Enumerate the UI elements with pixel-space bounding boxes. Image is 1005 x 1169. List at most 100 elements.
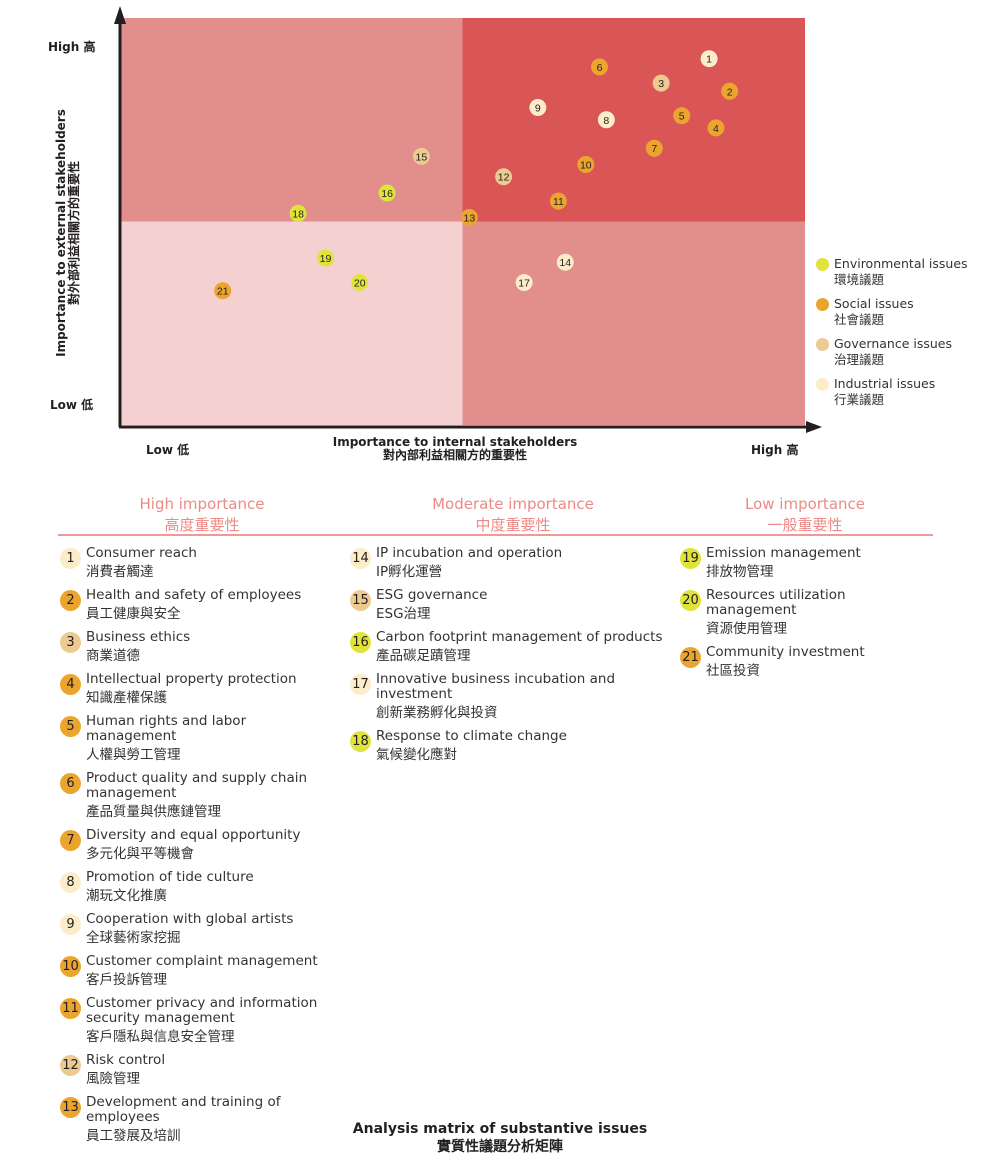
issue-text: Consumer reach 消費者觸達 [86, 546, 197, 580]
issue-name-en: Risk control [86, 1052, 166, 1068]
issue-item-11: 11 Customer privacy and information secur… [60, 996, 340, 1045]
issue-text: Cooperation with global artists 全球藝術家挖掘 [86, 912, 293, 946]
y-tick-high: High 高 [48, 40, 96, 54]
issue-name-zh: 產品碳足蹟管理 [376, 648, 471, 664]
data-point-marker [556, 253, 574, 271]
issue-name-en: Promotion of tide culture [86, 869, 254, 885]
data-point-label: 8 [603, 115, 609, 127]
issue-name-zh: 排放物管理 [706, 564, 774, 580]
data-point-marker [577, 156, 595, 174]
data-point-2: 2 [721, 82, 739, 100]
data-point-label: 3 [658, 78, 664, 90]
data-point-marker [412, 147, 430, 165]
issue-number-badge: 13 [60, 1097, 81, 1118]
issue-name-en: Community investment [706, 644, 865, 660]
issue-text: Resources utilization management 資源使用管理 [706, 588, 940, 637]
column-title-en: Low importance [744, 495, 865, 513]
legend-item-industrial: Industrial issues 行業議題 [816, 376, 968, 408]
column-title-zh: 一般重要性 [767, 516, 843, 534]
issue-item-6: 6 Product quality and supply chain manage… [60, 771, 340, 820]
issue-text: Human rights and labor management 人權與勞工管理 [86, 714, 340, 763]
figure-caption: Analysis matrix of substantive issues 實質… [300, 1120, 700, 1156]
issue-item-14: 14 IP incubation and operation IP孵化運營 [350, 546, 680, 580]
issue-number-badge: 6 [60, 773, 81, 794]
issue-item-21: 21 Community investment 社區投資 [680, 645, 940, 679]
column-title-zh: 高度重要性 [164, 516, 240, 534]
issue-name-zh: 產品質量與供應鏈管理 [86, 804, 221, 820]
x-axis-label: Importance to internal stakeholders 對內部利… [300, 436, 610, 462]
data-point-5: 5 [673, 107, 691, 125]
issue-name-zh: 創新業務孵化與投資 [376, 705, 498, 721]
issue-item-2: 2 Health and safety of employees 員工健康與安全 [60, 588, 340, 622]
data-point-4: 4 [707, 119, 725, 137]
data-point-label: 15 [416, 151, 428, 163]
issue-number-badge: 4 [60, 674, 81, 695]
data-point-marker [351, 274, 369, 292]
column-title-en: High importance [139, 495, 265, 513]
issue-name-en: Customer complaint management [86, 953, 318, 969]
issue-number-badge: 2 [60, 590, 81, 611]
column-header-moderate: Moderate importance 中度重要性 [393, 494, 633, 536]
legend-label: Governance issues 治理議題 [834, 336, 953, 367]
issue-item-10: 10 Customer complaint management 客戶投訴管理 [60, 954, 340, 988]
quadrant-top-right [462, 18, 805, 222]
data-point-marker [460, 208, 478, 226]
issue-name-en: Diversity and equal opportunity [86, 827, 301, 843]
data-point-20: 20 [351, 274, 369, 292]
issue-name-zh: 多元化與平等機會 [86, 846, 194, 862]
issue-name-en: Consumer reach [86, 545, 197, 561]
data-point-marker [673, 107, 691, 125]
issue-number-badge: 3 [60, 632, 81, 653]
legend-label: Social issues 社會議題 [834, 296, 914, 327]
data-point-marker [515, 274, 533, 292]
issue-number-badge: 7 [60, 830, 81, 851]
issue-name-zh: 風險管理 [86, 1071, 140, 1087]
x-tick-low: Low 低 [146, 443, 190, 457]
issue-text: Community investment 社區投資 [706, 645, 865, 679]
legend-dot-icon [816, 258, 829, 271]
data-point-marker [707, 119, 725, 137]
issue-number-badge: 21 [680, 647, 701, 668]
column-title-en: Moderate importance [432, 495, 594, 513]
issue-number-badge: 19 [680, 548, 701, 569]
issue-name-en: Business ethics [86, 629, 191, 645]
issue-text: Risk control 風險管理 [86, 1053, 165, 1087]
issue-number-badge: 16 [350, 632, 371, 653]
data-point-marker [378, 184, 396, 202]
issue-name-en: Response to climate change [376, 728, 567, 744]
issue-text: Promotion of tide culture 潮玩文化推廣 [86, 870, 254, 904]
issue-number-badge: 1 [60, 548, 81, 569]
data-point-label: 5 [679, 111, 685, 123]
issue-text: Health and safety of employees 員工健康與安全 [86, 588, 301, 622]
issue-name-en: Health and safety of employees [86, 587, 302, 603]
legend-dot-icon [816, 338, 829, 351]
column-header-high: High importance 高度重要性 [82, 494, 322, 536]
y-tick-low: Low 低 [50, 398, 94, 412]
issue-text: Customer privacy and information securit… [86, 996, 340, 1045]
issue-item-17: 17 Innovative business incubation and inv… [350, 672, 680, 721]
issue-number-badge: 18 [350, 731, 371, 752]
data-point-17: 17 [515, 274, 533, 292]
issue-text: Emission management 排放物管理 [706, 546, 861, 580]
issue-text: Innovative business incubation and inves… [376, 672, 680, 721]
quadrant-bottom-left [120, 221, 463, 425]
data-point-label: 2 [727, 86, 733, 98]
data-point-label: 12 [498, 172, 510, 184]
data-point-label: 6 [597, 62, 603, 74]
data-point-marker [645, 139, 663, 157]
data-point-19: 19 [317, 249, 334, 267]
data-point-15: 15 [412, 147, 430, 165]
issue-number-badge: 10 [60, 956, 81, 977]
issue-number-badge: 5 [60, 716, 81, 737]
issue-list-moderate: 14 IP incubation and operation IP孵化運營 15 ESG… [350, 546, 680, 771]
issue-name-en: Development and training of employees [86, 1094, 281, 1125]
issue-name-zh: 資源使用管理 [706, 621, 787, 637]
data-point-16: 16 [378, 184, 396, 202]
data-point-13: 13 [460, 208, 478, 226]
issue-name-en: ESG governance [376, 587, 488, 603]
data-point-label: 11 [553, 196, 564, 208]
x-tick-high: High 高 [751, 443, 799, 457]
issue-item-16: 16 Carbon footprint management of product… [350, 630, 680, 664]
